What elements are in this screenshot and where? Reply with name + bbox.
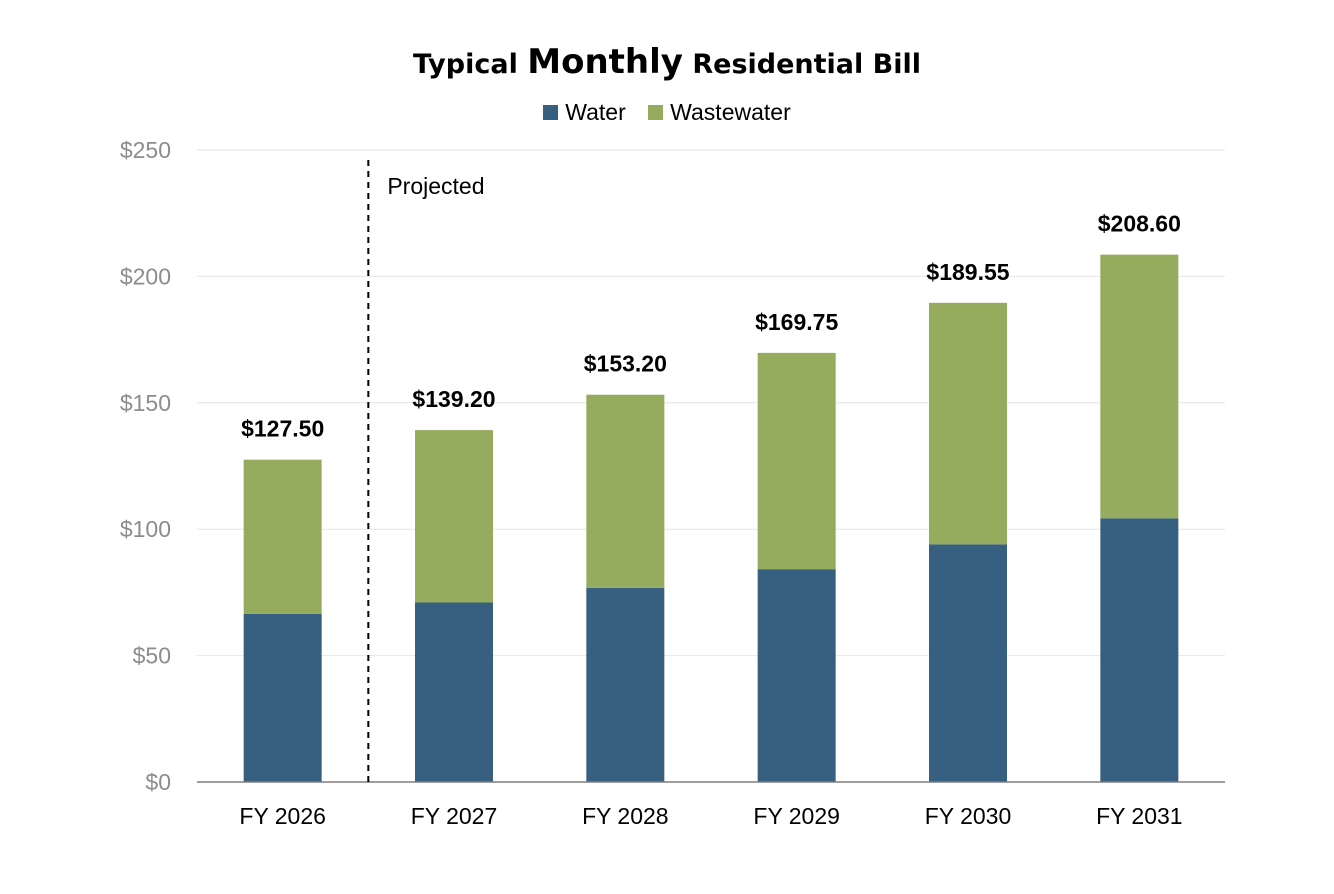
legend-label-water: Water [565,99,626,125]
y-tick-label: $250 [120,137,171,163]
legend-label-wastewater: Wastewater [670,99,791,125]
x-tick-label: FY 2027 [411,803,498,829]
title-part-monthly: Monthly [527,42,683,82]
legend-swatch-wastewater [648,105,664,120]
projected-label: Projected [387,173,484,199]
title-part-residential-bill: Residential Bill [692,49,922,80]
total-label: $139.20 [412,386,495,412]
x-tick-label: FY 2029 [753,803,840,829]
bar-water [415,602,493,782]
y-tick-label: $100 [120,516,171,542]
x-tick-label: FY 2026 [239,803,326,829]
y-tick-label: $0 [145,769,171,795]
bar-wastewater [929,302,1007,545]
bar-wastewater [757,352,836,570]
bar-water [929,544,1007,782]
chart-legend: Water Wastewater [0,99,1334,126]
total-label: $189.55 [926,259,1009,285]
bar-water [757,569,836,782]
x-tick-label: FY 2028 [582,803,669,829]
bar-wastewater [586,394,665,588]
bar-water [586,587,665,782]
total-label: $153.20 [584,351,667,377]
title-part-typical: Typical [412,49,518,80]
bar-wastewater [243,459,322,614]
total-label: $127.50 [241,416,324,442]
legend-swatch-water [543,105,559,120]
bar-water [1100,518,1179,782]
legend-item-water: Water [543,99,626,126]
x-tick-label: FY 2031 [1096,803,1183,829]
bar-wastewater [1100,254,1179,519]
y-tick-label: $50 [133,643,171,669]
total-label: $169.75 [755,309,838,335]
y-tick-label: $200 [120,263,171,289]
x-tick-label: FY 2030 [925,803,1012,829]
y-tick-label: $150 [120,390,171,416]
bar-water [243,613,322,782]
legend-item-wastewater: Wastewater [648,99,791,126]
chart-title: Typical Monthly Residential Bill [0,42,1334,82]
total-label: $208.60 [1098,211,1181,237]
bar-wastewater [415,430,493,603]
